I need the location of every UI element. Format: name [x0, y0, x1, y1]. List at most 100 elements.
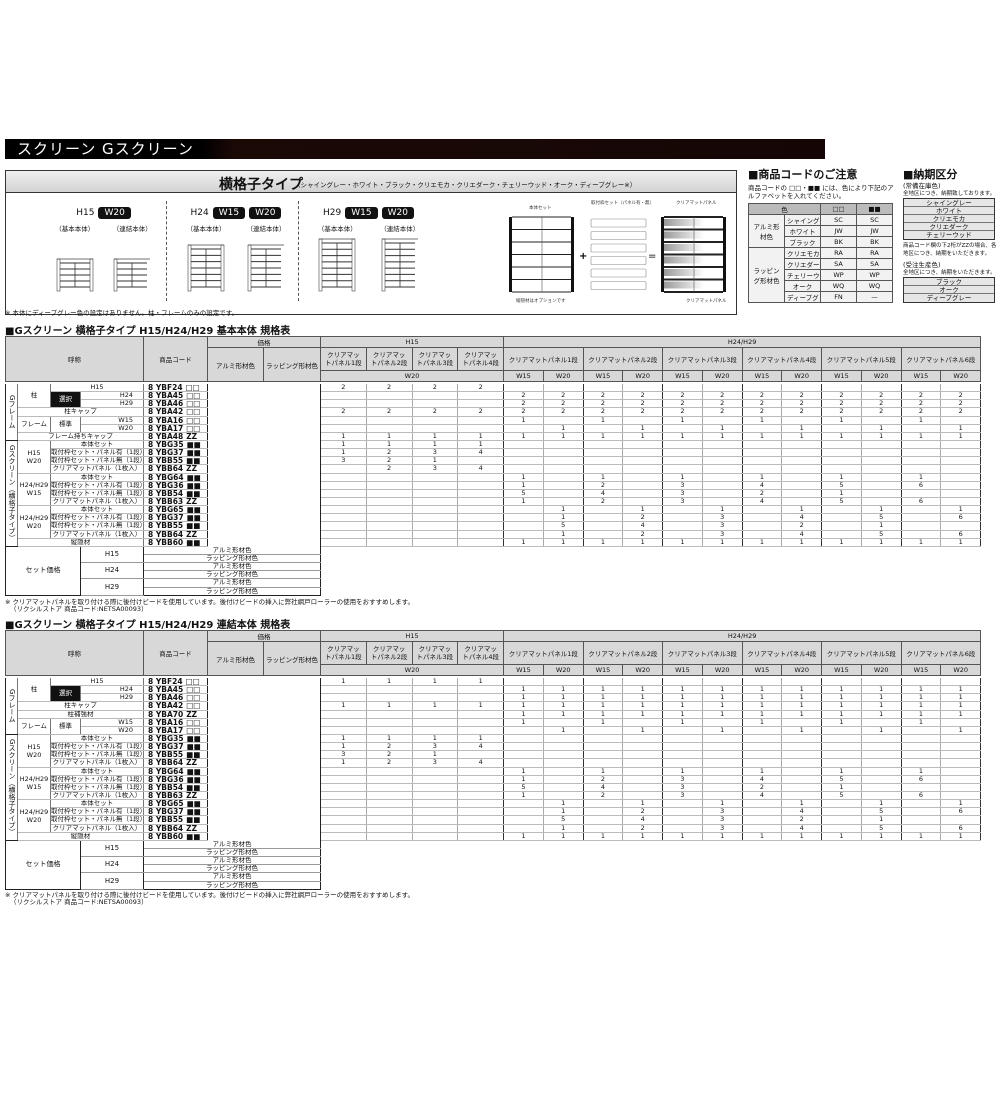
- quantity-cell: 2: [781, 521, 823, 531]
- quantity-cell: [662, 448, 703, 458]
- quantity-cell: 2: [503, 407, 544, 417]
- quantity-cell: [901, 530, 942, 539]
- quantity-cell: 4: [457, 742, 505, 752]
- frame-label: フレーム: [17, 416, 51, 433]
- quantity-cell: [320, 799, 367, 809]
- table-row: 柱補強材 8 YBA70 ZZ 1 1 1 1 1 1 1 1 1 1 1 1: [6, 710, 982, 719]
- header-name: 呼称: [5, 630, 144, 676]
- table-note: （リクシルストア 商品コード:NETSA00093）: [10, 898, 148, 906]
- table-row: クリアマットパネル（1枚入） 8 YBB63 ZZ 1 2 3 4 5 6: [6, 791, 982, 801]
- quantity-cell: [412, 391, 459, 401]
- quantity-cell: 1: [503, 766, 544, 776]
- code-suffix: ■■: [186, 440, 201, 449]
- item-label: H15: [50, 677, 144, 687]
- quantity-cell: 1: [622, 432, 664, 441]
- quantity-cell: [412, 783, 459, 792]
- quantity-cell: 2: [503, 391, 544, 401]
- set-price-row: H24 アルミ形材色: [6, 856, 981, 874]
- header-price: 価格: [207, 630, 321, 642]
- quantity-cell: 1: [503, 537, 544, 547]
- quantity-cell: [366, 710, 413, 719]
- quantity-cell: 4: [742, 791, 783, 801]
- quantity-cell: [412, 766, 459, 776]
- table-row: H24/H29 W20 本体セット 8 YBG65 ■■ 1 1 1 1 1 1: [6, 799, 982, 833]
- code-text: 8 YBB54: [148, 489, 184, 498]
- delivery-section: ■納期区分 (常備在庫色) 全地区につき、納期致しております。 シャイングレーホ…: [903, 166, 998, 303]
- code-suffix: ■■: [186, 489, 201, 498]
- quantity-cell: [662, 464, 703, 474]
- select-label: 選択: [50, 391, 81, 409]
- quantity-cell: 4: [742, 497, 783, 507]
- item-label: クリアマットパネル（1枚入）: [50, 464, 144, 474]
- quantity-cell: [503, 439, 544, 450]
- product-code: 8 YBB63 ZZ: [143, 791, 208, 801]
- quantity-cell: 1: [702, 799, 743, 809]
- quantity-cell: [412, 693, 459, 703]
- quantity-cell: 1: [503, 472, 544, 482]
- header-row: アルミ形材色 ラッピング形材色 クリアマットパネル1段 クリアマットパネル2段 クリアマ…: [6, 641, 982, 676]
- quantity-cell: 2: [702, 399, 743, 409]
- quantity-cell: 1: [821, 685, 862, 695]
- header-color: 色: [748, 203, 821, 215]
- quantity-cell: 1: [940, 685, 982, 695]
- table-row: H24/H29 W15 本体セット 8 YBG64 ■■ 1 1 1 1 1 1: [6, 766, 982, 801]
- quantity-cell: [622, 677, 664, 687]
- quantity-cell: [320, 424, 367, 433]
- quantity-cell: [742, 513, 783, 523]
- quantity-cell: [583, 815, 624, 825]
- item-label: 取付枠セット・パネル有（1段）: [50, 775, 144, 784]
- quantity-cell: [901, 726, 942, 735]
- overview-panel: 横格子タイプ （シャイングレー・ホワイト・ブラック・クリエモカ・クリエダーク・チ…: [5, 170, 737, 315]
- quantity-cell: 1: [622, 726, 664, 735]
- standard-label: 標準: [50, 416, 81, 433]
- quantity-cell: [457, 726, 505, 735]
- code-suffix: ■■: [186, 815, 201, 825]
- quantity-cell: [940, 439, 982, 450]
- quantity-cell: [742, 750, 783, 760]
- color-name: ブラック: [784, 236, 821, 248]
- set-finish: ラッピング形材色: [143, 587, 321, 596]
- quantity-cell: [742, 677, 783, 687]
- quantity-cell: 2: [320, 383, 367, 393]
- code-suffix: ■■: [186, 505, 201, 514]
- quantity-cell: [583, 530, 624, 539]
- quantity-cell: 2: [901, 407, 942, 417]
- quantity-cell: [366, 718, 413, 727]
- quantity-cell: [543, 791, 584, 801]
- quantity-cell: [622, 497, 664, 507]
- quantity-cell: [412, 815, 459, 825]
- code-text: 8 YBF24: [148, 383, 183, 392]
- quantity-cell: [622, 718, 664, 727]
- quantity-cell: 1: [861, 521, 902, 531]
- blank-area: [320, 545, 981, 596]
- quantity-cell: 3: [412, 758, 459, 768]
- quantity-cell: 1: [622, 424, 664, 433]
- code-text: 8 YBB63: [148, 497, 184, 506]
- quantity-cell: [742, 383, 783, 393]
- quantity-cell: [503, 799, 544, 809]
- overview-colors: （シャイングレー・ホワイト・ブラック・クリエモカ・クリエダーク・チェリーウッド・…: [294, 181, 637, 189]
- quantity-cell: [412, 521, 459, 531]
- quantity-cell: 6: [901, 775, 942, 784]
- post: [509, 217, 512, 292]
- quantity-cell: [412, 530, 459, 539]
- quantity-cell: 1: [821, 693, 862, 703]
- quantity-cell: [940, 448, 982, 458]
- quantity-cell: [861, 497, 902, 507]
- table-row: H29 8 YBA46 □□ 1 1 1 1 1 1 1 1 1 1 1 1: [6, 693, 982, 703]
- quantity-cell: [622, 791, 664, 801]
- quantity-cell: 1: [742, 693, 783, 703]
- quantity-cell: 4: [781, 513, 823, 523]
- quantity-cell: [583, 521, 624, 531]
- product-code: 8 YBF24 □□: [143, 383, 208, 393]
- header-black-box: ■■: [856, 203, 893, 215]
- quantity-cell: 2: [662, 407, 703, 417]
- quantity-cell: [742, 733, 783, 744]
- quantity-cell: [320, 766, 367, 776]
- basic-unit-drawing: [187, 244, 225, 292]
- product-code: 8 YBB64 ZZ: [143, 758, 208, 768]
- quantity-cell: [940, 456, 982, 466]
- code-suffix: ZZ: [186, 530, 198, 539]
- quantity-cell: [940, 733, 982, 744]
- quantity-cell: [320, 464, 367, 474]
